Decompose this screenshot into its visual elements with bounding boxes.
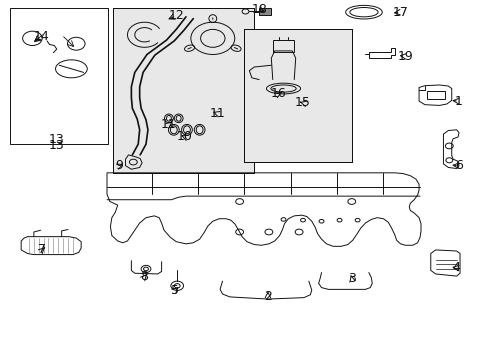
Polygon shape	[259, 8, 271, 15]
Text: 8: 8	[140, 270, 148, 283]
Text: 19: 19	[397, 50, 412, 63]
Text: 6: 6	[454, 159, 462, 172]
Text: 13: 13	[49, 139, 64, 152]
Text: 9: 9	[116, 159, 123, 172]
Text: 18: 18	[251, 3, 266, 16]
Text: 2: 2	[264, 290, 271, 303]
Text: 14: 14	[33, 30, 49, 43]
Text: 1: 1	[454, 95, 462, 108]
Text: 16: 16	[270, 87, 286, 100]
Text: 11: 11	[209, 107, 225, 120]
Text: 4: 4	[452, 261, 460, 274]
Text: 3: 3	[347, 272, 355, 285]
Text: 13: 13	[49, 132, 64, 145]
Text: 17: 17	[392, 6, 407, 19]
Text: 15: 15	[294, 96, 310, 109]
Text: 10: 10	[177, 130, 193, 144]
Text: 5: 5	[171, 284, 179, 297]
Text: 7: 7	[38, 243, 46, 256]
Polygon shape	[244, 30, 351, 162]
Polygon shape	[113, 8, 254, 173]
Text: 12: 12	[168, 9, 184, 22]
Text: 11: 11	[161, 118, 177, 131]
